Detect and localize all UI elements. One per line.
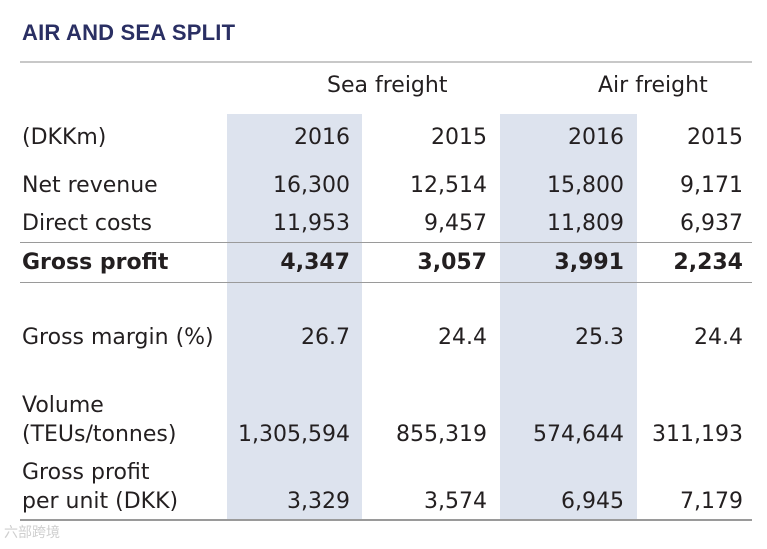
gross-profit-air-2015: 2,234 (673, 250, 743, 275)
gross-profit-air-2016: 3,991 (554, 250, 624, 275)
year-header-sea-2016: 2016 (294, 125, 350, 150)
top-divider (20, 61, 752, 63)
unit-label: (DKKm) (22, 125, 107, 150)
page-title: AIR AND SEA SPLIT (22, 20, 236, 45)
bottom-divider (20, 519, 752, 521)
gross-profit-top-divider (20, 242, 752, 243)
gross-margin-sea-2015: 24.4 (438, 325, 487, 350)
net-revenue-air-2016: 15,800 (547, 173, 624, 198)
year-header-air-2016: 2016 (568, 125, 624, 150)
row-label-gross-profit: Gross profit (22, 250, 169, 275)
volume-sea-2015: 855,319 (396, 422, 487, 447)
gross-profit-sea-2016: 4,347 (280, 250, 350, 275)
watermark: 六部跨境 (4, 525, 60, 541)
net-revenue-sea-2016: 16,300 (273, 173, 350, 198)
gp-per-unit-air-2016: 6,945 (561, 489, 624, 514)
gp-per-unit-sea-2016: 3,329 (287, 489, 350, 514)
gross-profit-bottom-divider (20, 282, 752, 283)
volume-sea-2016: 1,305,594 (238, 422, 350, 447)
volume-air-2015: 311,193 (652, 422, 743, 447)
gross-profit-sea-2015: 3,057 (417, 250, 487, 275)
row-label-gp-per-unit-line1: Gross profit (22, 460, 150, 485)
row-label-direct-costs: Direct costs (22, 211, 152, 236)
volume-air-2016: 574,644 (533, 422, 624, 447)
direct-costs-air-2016: 11,809 (547, 211, 624, 236)
gp-per-unit-sea-2015: 3,574 (424, 489, 487, 514)
year-header-sea-2015: 2015 (431, 125, 487, 150)
gross-margin-sea-2016: 26.7 (301, 325, 350, 350)
row-label-net-revenue: Net revenue (22, 173, 158, 198)
year-header-air-2015: 2015 (687, 125, 743, 150)
row-label-gp-per-unit-line2: per unit (DKK) (22, 489, 179, 514)
gp-per-unit-air-2015: 7,179 (680, 489, 743, 514)
net-revenue-sea-2015: 12,514 (410, 173, 487, 198)
gross-margin-air-2015: 24.4 (694, 325, 743, 350)
net-revenue-air-2015: 9,171 (680, 173, 743, 198)
gross-margin-air-2016: 25.3 (575, 325, 624, 350)
row-label-volume-line1: Volume (22, 393, 104, 418)
direct-costs-sea-2015: 9,457 (424, 211, 487, 236)
air-freight-header: Air freight (598, 73, 708, 98)
direct-costs-air-2015: 6,937 (680, 211, 743, 236)
air-2016-column-shade (500, 114, 637, 519)
direct-costs-sea-2016: 11,953 (273, 211, 350, 236)
sea-freight-header: Sea freight (327, 73, 448, 98)
row-label-volume-line2: (TEUs/tonnes) (22, 422, 177, 447)
sea-2016-column-shade (227, 114, 362, 519)
row-label-gross-margin: Gross margin (%) (22, 325, 214, 350)
